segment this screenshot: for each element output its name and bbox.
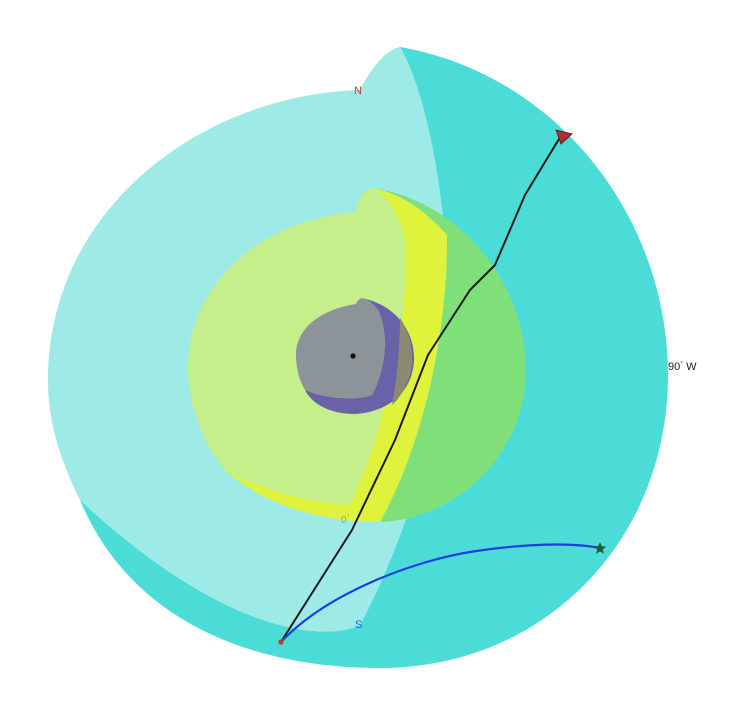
source-dot — [278, 639, 284, 645]
outer-core-front — [188, 188, 406, 505]
star-marker — [593, 542, 607, 554]
inner-core-back — [305, 298, 414, 414]
south-label: S — [355, 619, 362, 631]
outer-core-cut-face — [225, 188, 448, 522]
black-ray-path — [280, 133, 563, 643]
inner-core-front — [296, 298, 385, 399]
meridian-zero-degree: ° — [347, 513, 350, 521]
blue-ray-path — [280, 543, 601, 643]
longitude-90w-degree: ° — [680, 360, 683, 368]
longitude-90w-value: 90 — [668, 361, 680, 373]
meridian-zero-value: 0 — [341, 515, 347, 526]
north-label: N — [354, 85, 362, 97]
longitude-90w-direction: W — [686, 361, 697, 373]
longitude-90w-label: 90° W — [668, 360, 697, 373]
meridian-zero-label: 0° — [341, 513, 350, 526]
triangle-marker — [555, 129, 573, 145]
center-dot — [350, 353, 356, 359]
inner-core-cut-face — [392, 318, 413, 405]
